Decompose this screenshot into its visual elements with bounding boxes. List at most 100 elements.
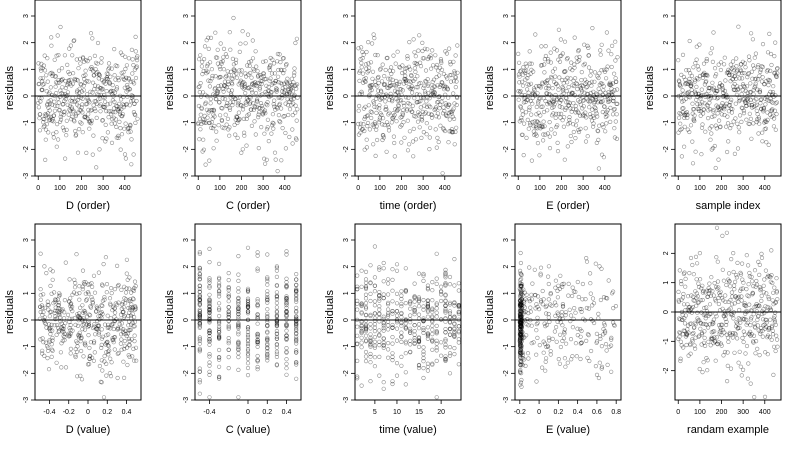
y-tick-label: 1 xyxy=(663,67,670,71)
data-point xyxy=(375,93,380,98)
data-point xyxy=(403,382,408,387)
x-tick-label: 200 xyxy=(396,185,408,192)
data-point xyxy=(367,83,372,88)
data-point xyxy=(456,362,461,367)
data-point xyxy=(237,116,242,122)
data-point xyxy=(373,52,378,58)
data-point xyxy=(387,97,392,103)
x-tick-label: 0.8 xyxy=(611,409,621,416)
data-point xyxy=(417,111,423,116)
data-point xyxy=(236,82,241,87)
data-point xyxy=(400,112,406,117)
data-point xyxy=(129,47,134,53)
data-point xyxy=(387,68,392,73)
data-point xyxy=(438,123,443,128)
data-point xyxy=(207,395,212,400)
data-point xyxy=(373,96,379,101)
data-point xyxy=(763,126,769,131)
data-point xyxy=(393,61,398,66)
y-tick-label: 1 xyxy=(343,291,350,295)
data-point xyxy=(518,69,523,74)
data-point xyxy=(243,100,248,105)
data-point xyxy=(127,125,132,130)
data-point xyxy=(115,375,120,381)
data-point xyxy=(407,129,413,134)
data-point xyxy=(574,118,580,123)
data-point xyxy=(713,165,718,171)
data-point xyxy=(220,125,225,130)
data-point xyxy=(109,291,114,296)
data-point xyxy=(516,60,522,65)
data-point xyxy=(524,68,529,73)
data-point xyxy=(108,89,113,94)
data-point xyxy=(758,101,763,106)
data-point xyxy=(771,372,776,378)
data-point xyxy=(425,314,431,319)
data-point xyxy=(364,145,370,150)
data-point xyxy=(387,110,392,115)
data-point xyxy=(734,273,739,278)
data-point xyxy=(123,66,128,72)
data-point xyxy=(107,296,113,301)
data-point xyxy=(613,39,618,44)
data-point xyxy=(85,97,90,102)
data-point xyxy=(406,84,411,90)
data-point xyxy=(593,364,599,369)
data-point xyxy=(386,323,391,328)
data-point xyxy=(355,273,360,278)
data-point xyxy=(80,55,86,60)
data-point xyxy=(275,169,280,174)
data-point xyxy=(84,150,89,155)
data-point xyxy=(253,132,258,137)
data-point xyxy=(709,46,715,51)
data-point xyxy=(120,102,125,107)
data-point xyxy=(767,31,772,37)
data-point xyxy=(257,85,263,90)
data-point xyxy=(372,289,378,294)
data-point xyxy=(265,103,270,108)
data-point xyxy=(49,35,54,40)
data-point xyxy=(603,90,608,95)
data-point xyxy=(370,76,375,81)
data-point xyxy=(430,323,435,328)
data-point xyxy=(771,84,776,89)
data-point xyxy=(217,100,222,105)
data-point xyxy=(291,80,296,85)
data-point xyxy=(282,88,288,93)
data-point xyxy=(438,56,444,62)
data-point xyxy=(256,146,261,151)
data-point xyxy=(198,127,203,132)
x-axis-label: D (value) xyxy=(66,424,111,436)
data-point xyxy=(421,345,426,350)
data-point xyxy=(442,83,447,88)
data-point xyxy=(609,52,614,57)
data-point xyxy=(554,339,559,344)
data-point xyxy=(420,118,425,123)
data-point xyxy=(450,130,456,135)
data-point xyxy=(233,60,238,65)
data-point xyxy=(389,71,394,76)
data-point xyxy=(54,53,59,58)
data-point xyxy=(68,43,73,48)
data-point xyxy=(371,32,376,37)
data-point xyxy=(449,111,454,116)
data-point xyxy=(38,99,43,104)
data-point xyxy=(116,133,121,138)
y-tick-label: -2 xyxy=(663,146,670,152)
data-point xyxy=(363,292,369,297)
data-point xyxy=(87,126,92,131)
data-point xyxy=(57,119,63,124)
data-point xyxy=(217,261,222,267)
y-tick-label: 1 xyxy=(663,281,670,285)
data-point xyxy=(114,263,120,269)
data-point xyxy=(579,69,584,75)
data-point xyxy=(285,81,290,86)
data-point xyxy=(65,90,70,95)
data-point xyxy=(417,125,422,130)
x-tick-label: 0 xyxy=(196,185,200,192)
data-point xyxy=(456,324,461,329)
data-point xyxy=(62,156,68,161)
data-point xyxy=(227,30,232,35)
x-tick-label: 400 xyxy=(119,185,131,192)
data-point xyxy=(39,61,44,67)
